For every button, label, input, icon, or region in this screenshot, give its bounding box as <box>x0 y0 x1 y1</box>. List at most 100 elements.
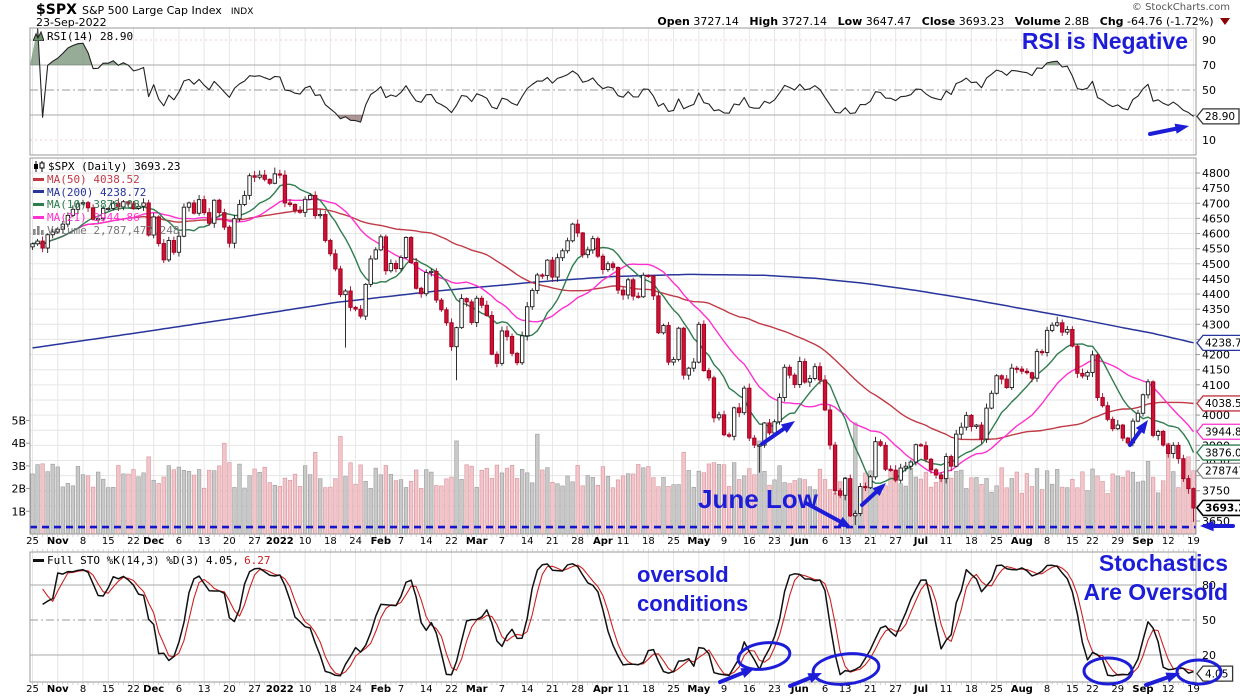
svg-text:22: 22 <box>1086 684 1099 695</box>
svg-text:8: 8 <box>80 684 86 695</box>
svg-text:Jul: Jul <box>913 684 928 695</box>
svg-text:4700: 4700 <box>1202 197 1230 210</box>
svg-text:6: 6 <box>822 684 828 695</box>
svg-text:16: 16 <box>743 536 756 547</box>
value-boxes: 28.90 4238.72 4038.52 3944.86 3876.08 2787477… <box>1195 108 1240 682</box>
svg-text:23: 23 <box>768 684 781 695</box>
svg-text:20: 20 <box>223 536 236 547</box>
svg-text:4650: 4650 <box>1202 212 1230 225</box>
svg-text:11: 11 <box>940 684 953 695</box>
low-value: 3647.47 <box>865 15 912 28</box>
svg-text:7: 7 <box>398 536 404 547</box>
symbol: $SPX <box>36 2 77 18</box>
svg-text:Nov: Nov <box>47 536 69 547</box>
moving-averages-layer <box>32 183 1195 484</box>
volume-bars-layer <box>30 422 1196 535</box>
svg-text:22: 22 <box>445 684 458 695</box>
svg-text:2022: 2022 <box>266 684 294 695</box>
svg-text:4200: 4200 <box>1202 349 1230 362</box>
svg-text:1B: 1B <box>11 505 26 518</box>
svg-text:11: 11 <box>940 536 953 547</box>
svg-text:14: 14 <box>521 536 534 547</box>
svg-text:19: 19 <box>1187 536 1200 547</box>
svg-text:4300: 4300 <box>1202 318 1230 331</box>
svg-text:15: 15 <box>1066 684 1079 695</box>
svg-text:8: 8 <box>1044 536 1050 547</box>
svg-text:Dec: Dec <box>143 684 164 695</box>
ma10-line-icon <box>33 203 44 207</box>
svg-text:Aug: Aug <box>1011 684 1033 695</box>
svg-text:50: 50 <box>1202 84 1216 97</box>
ma21-line-icon <box>33 216 44 220</box>
svg-text:May: May <box>687 684 710 695</box>
svg-text:11: 11 <box>617 536 630 547</box>
svg-text:4450: 4450 <box>1202 273 1230 286</box>
svg-text:3876.08: 3876.08 <box>1205 447 1240 459</box>
svg-text:4500: 4500 <box>1202 258 1230 271</box>
svg-text:25: 25 <box>990 684 1003 695</box>
svg-text:18: 18 <box>324 536 337 547</box>
stoch-legend-d: 6.27 <box>244 553 271 567</box>
svg-text:Apr: Apr <box>593 536 613 547</box>
svg-text:16: 16 <box>743 684 756 695</box>
svg-text:18: 18 <box>965 684 978 695</box>
svg-text:3B: 3B <box>11 460 26 473</box>
svg-text:25: 25 <box>990 536 1003 547</box>
svg-text:25: 25 <box>667 684 680 695</box>
svg-text:14: 14 <box>420 684 433 695</box>
svg-text:25: 25 <box>26 684 39 695</box>
svg-text:5B: 5B <box>11 415 26 428</box>
low-label: Low <box>837 15 863 28</box>
candles-layer <box>30 167 1196 525</box>
copyright: © StockCharts.com <box>1131 2 1230 13</box>
svg-text:18: 18 <box>642 536 655 547</box>
svg-text:18: 18 <box>965 536 978 547</box>
svg-text:2022: 2022 <box>266 536 294 547</box>
stoch-legend: Full STO %K(14,3) %D(3) 4.05, 6.27 <box>33 554 271 567</box>
svg-text:14: 14 <box>420 536 433 547</box>
candlestick-icon <box>33 160 45 172</box>
svg-text:27: 27 <box>248 684 261 695</box>
ma50-legend: MA(50) 4038.52 <box>47 172 140 186</box>
svg-text:6: 6 <box>176 536 182 547</box>
stoch-line-icon <box>33 558 44 562</box>
svg-text:13: 13 <box>839 536 852 547</box>
svg-text:Mar: Mar <box>466 684 488 695</box>
chg-label: Chg <box>1099 15 1124 28</box>
main-legend-symbol: $SPX (Daily) 3693.23 <box>48 159 181 173</box>
svg-text:13: 13 <box>198 536 211 547</box>
svg-text:Sep: Sep <box>1132 684 1153 695</box>
svg-text:28.90: 28.90 <box>1205 111 1235 123</box>
svg-text:50: 50 <box>1202 614 1216 627</box>
svg-text:19: 19 <box>1187 684 1200 695</box>
annotation-arrows <box>718 123 1235 688</box>
ma200-legend: MA(200) 4238.72 <box>47 185 147 199</box>
svg-text:13: 13 <box>839 684 852 695</box>
open-label: Open <box>657 15 690 28</box>
svg-text:13: 13 <box>198 684 211 695</box>
svg-text:28: 28 <box>571 536 584 547</box>
svg-text:22: 22 <box>127 684 140 695</box>
svg-text:Feb: Feb <box>371 536 391 547</box>
svg-text:9: 9 <box>721 536 727 547</box>
rsi-legend: RSI(14) 28.90 <box>33 30 133 43</box>
svg-text:4800: 4800 <box>1202 167 1230 180</box>
svg-text:4100: 4100 <box>1202 379 1230 392</box>
svg-text:4550: 4550 <box>1202 243 1230 256</box>
svg-text:27: 27 <box>248 536 261 547</box>
close-value: 3693.23 <box>958 15 1005 28</box>
svg-text:8: 8 <box>1044 684 1050 695</box>
volume-legend: Volume 2,787,477,248 <box>47 223 180 237</box>
svg-text:90: 90 <box>1202 34 1216 47</box>
ma50-line-icon <box>33 177 44 181</box>
svg-text:24: 24 <box>349 536 362 547</box>
stoch-legend-k: Full STO %K(14,3) %D(3) 4.05, <box>47 553 240 567</box>
svg-text:3750: 3750 <box>1202 485 1230 498</box>
svg-text:25: 25 <box>26 536 39 547</box>
ma10-legend: MA(10) 3876.08 <box>47 198 140 212</box>
open-value: 3727.14 <box>693 15 739 28</box>
stochastics-panel-layer <box>30 563 1196 677</box>
svg-text:10: 10 <box>1202 134 1216 147</box>
